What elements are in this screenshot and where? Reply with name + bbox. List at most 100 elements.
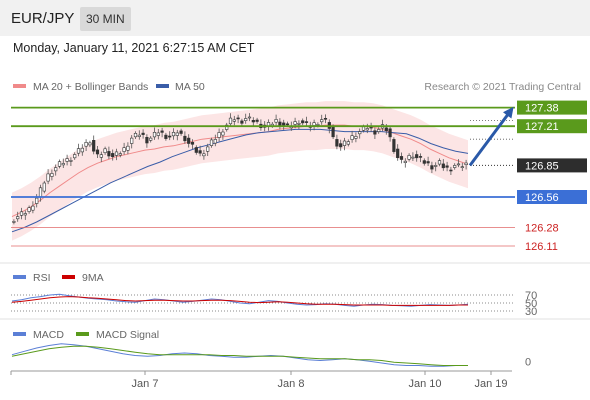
candle-body <box>133 133 138 138</box>
main-legend: MA 20 + Bollinger Bands MA 50 Research ©… <box>13 81 581 93</box>
candle-body <box>361 126 366 131</box>
candle-body <box>111 153 115 157</box>
candle-body <box>92 140 96 152</box>
candle-body <box>316 124 320 126</box>
candle-body <box>354 136 358 139</box>
candle-body <box>168 135 172 138</box>
candle-body <box>430 165 434 170</box>
candle-body <box>99 154 103 158</box>
candle-body <box>27 207 31 212</box>
candle-body <box>149 137 153 141</box>
candle-body <box>171 132 176 137</box>
legend-label-macd: MACD <box>33 329 64 341</box>
level-tag-127.38 <box>517 100 587 115</box>
candle-body <box>331 126 335 138</box>
candle-body <box>335 139 339 147</box>
rsi-legend: RSI 9MA <box>13 272 104 284</box>
candle-body <box>464 162 468 166</box>
x-axis: Jan 7 Jan 8 Jan 10 Jan 19 <box>10 370 512 390</box>
candle-body <box>350 135 354 140</box>
candle-body <box>152 132 157 138</box>
candle-body <box>118 153 122 156</box>
candle-body <box>103 148 107 154</box>
candle-body <box>202 153 206 157</box>
candle-body <box>213 139 217 144</box>
candle-body <box>190 142 195 145</box>
candle-body <box>301 120 305 124</box>
rsi-9ma-line <box>11 296 468 306</box>
candle-body <box>122 147 126 152</box>
legend-label-ma50: MA 50 <box>175 81 205 93</box>
candle-body <box>38 187 43 198</box>
level-tag-127.21 <box>517 119 587 134</box>
x-tick-label: Jan 8 <box>278 378 305 390</box>
chart-header: EUR/JPY 30 MIN <box>0 0 590 36</box>
x-tick-label: Jan 7 <box>132 378 159 390</box>
candle-body <box>228 117 233 125</box>
candle-body <box>278 121 282 126</box>
level-tag-126.56 <box>517 190 587 204</box>
legend-swatch-macd-signal <box>76 332 89 336</box>
bollinger-band <box>12 101 468 241</box>
current-price-tag <box>517 158 587 173</box>
candle-body <box>251 120 255 123</box>
candle-body <box>407 155 411 160</box>
price-levels: 127.38 127.21 126.56 126.28 126.11 126.85 <box>11 100 587 253</box>
candle-body <box>377 129 381 132</box>
chart-datetime: Monday, January 11, 2021 6:27:15 AM CET <box>13 41 255 55</box>
candle-body <box>304 121 309 123</box>
candle-body <box>61 163 65 166</box>
candle-body <box>206 146 210 152</box>
candle-body <box>164 134 168 139</box>
interval-button[interactable]: 30 MIN <box>80 7 131 31</box>
candle-body <box>453 165 457 168</box>
macd-signal-line <box>11 345 468 366</box>
level-label-126.28: 126.28 <box>525 223 559 235</box>
candle-body <box>437 160 442 165</box>
candle-body <box>293 121 297 125</box>
candle-body <box>76 148 81 154</box>
level-label-126.11: 126.11 <box>525 241 558 253</box>
candle-body <box>339 143 343 148</box>
price-plot <box>11 101 469 241</box>
candle-body <box>46 173 50 182</box>
candle-body <box>183 135 187 142</box>
candle-body <box>19 211 24 216</box>
candle-body <box>323 118 328 120</box>
legend-swatch-bollinger <box>13 84 26 88</box>
candle-body <box>247 116 252 119</box>
legend-label-rsi: RSI <box>33 272 51 284</box>
candle-body <box>12 221 16 223</box>
candle-body <box>312 122 316 126</box>
macd-plot: 0 <box>11 343 531 368</box>
candle-body <box>23 213 27 216</box>
candle-body <box>342 140 347 146</box>
candle-body <box>282 122 286 126</box>
candle-body <box>209 139 214 146</box>
rsi-line <box>11 293 469 307</box>
candle-body <box>88 142 92 146</box>
candle-body <box>73 154 77 159</box>
candle-body <box>373 130 377 135</box>
rsi-tick-label: 70 <box>525 290 537 302</box>
candle-body <box>415 154 419 159</box>
candle-body <box>460 166 464 168</box>
candle-body <box>194 147 198 153</box>
candle-body <box>80 147 84 153</box>
candle-body <box>236 117 240 120</box>
candle-body <box>255 119 259 122</box>
candle-body <box>297 123 301 125</box>
legend-label-bollinger: MA 20 + Bollinger Bands <box>33 81 148 93</box>
current-price-label: 126.85 <box>525 160 559 172</box>
candle-body <box>320 119 324 123</box>
candle-body <box>217 132 221 138</box>
candle-body <box>35 197 39 204</box>
candle-body <box>107 151 111 157</box>
candle-body <box>69 160 73 162</box>
candle-body <box>50 173 54 177</box>
candle-body <box>198 150 202 154</box>
candle-body <box>399 156 404 160</box>
candle-body <box>221 131 225 136</box>
legend-swatch-rsi-9ma <box>62 275 75 279</box>
